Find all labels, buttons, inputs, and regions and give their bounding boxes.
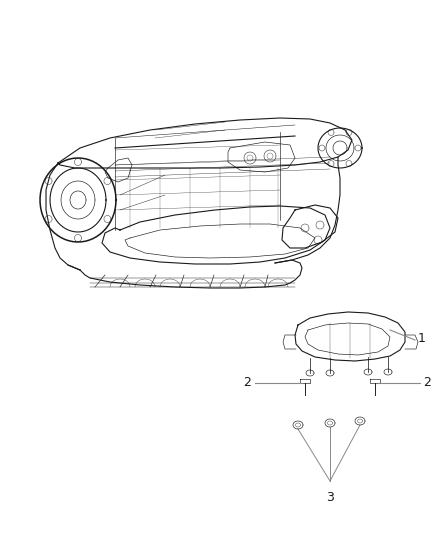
Text: 2: 2 <box>243 376 251 390</box>
Text: 1: 1 <box>418 332 426 344</box>
Text: 2: 2 <box>423 376 431 390</box>
Text: 3: 3 <box>326 491 334 504</box>
